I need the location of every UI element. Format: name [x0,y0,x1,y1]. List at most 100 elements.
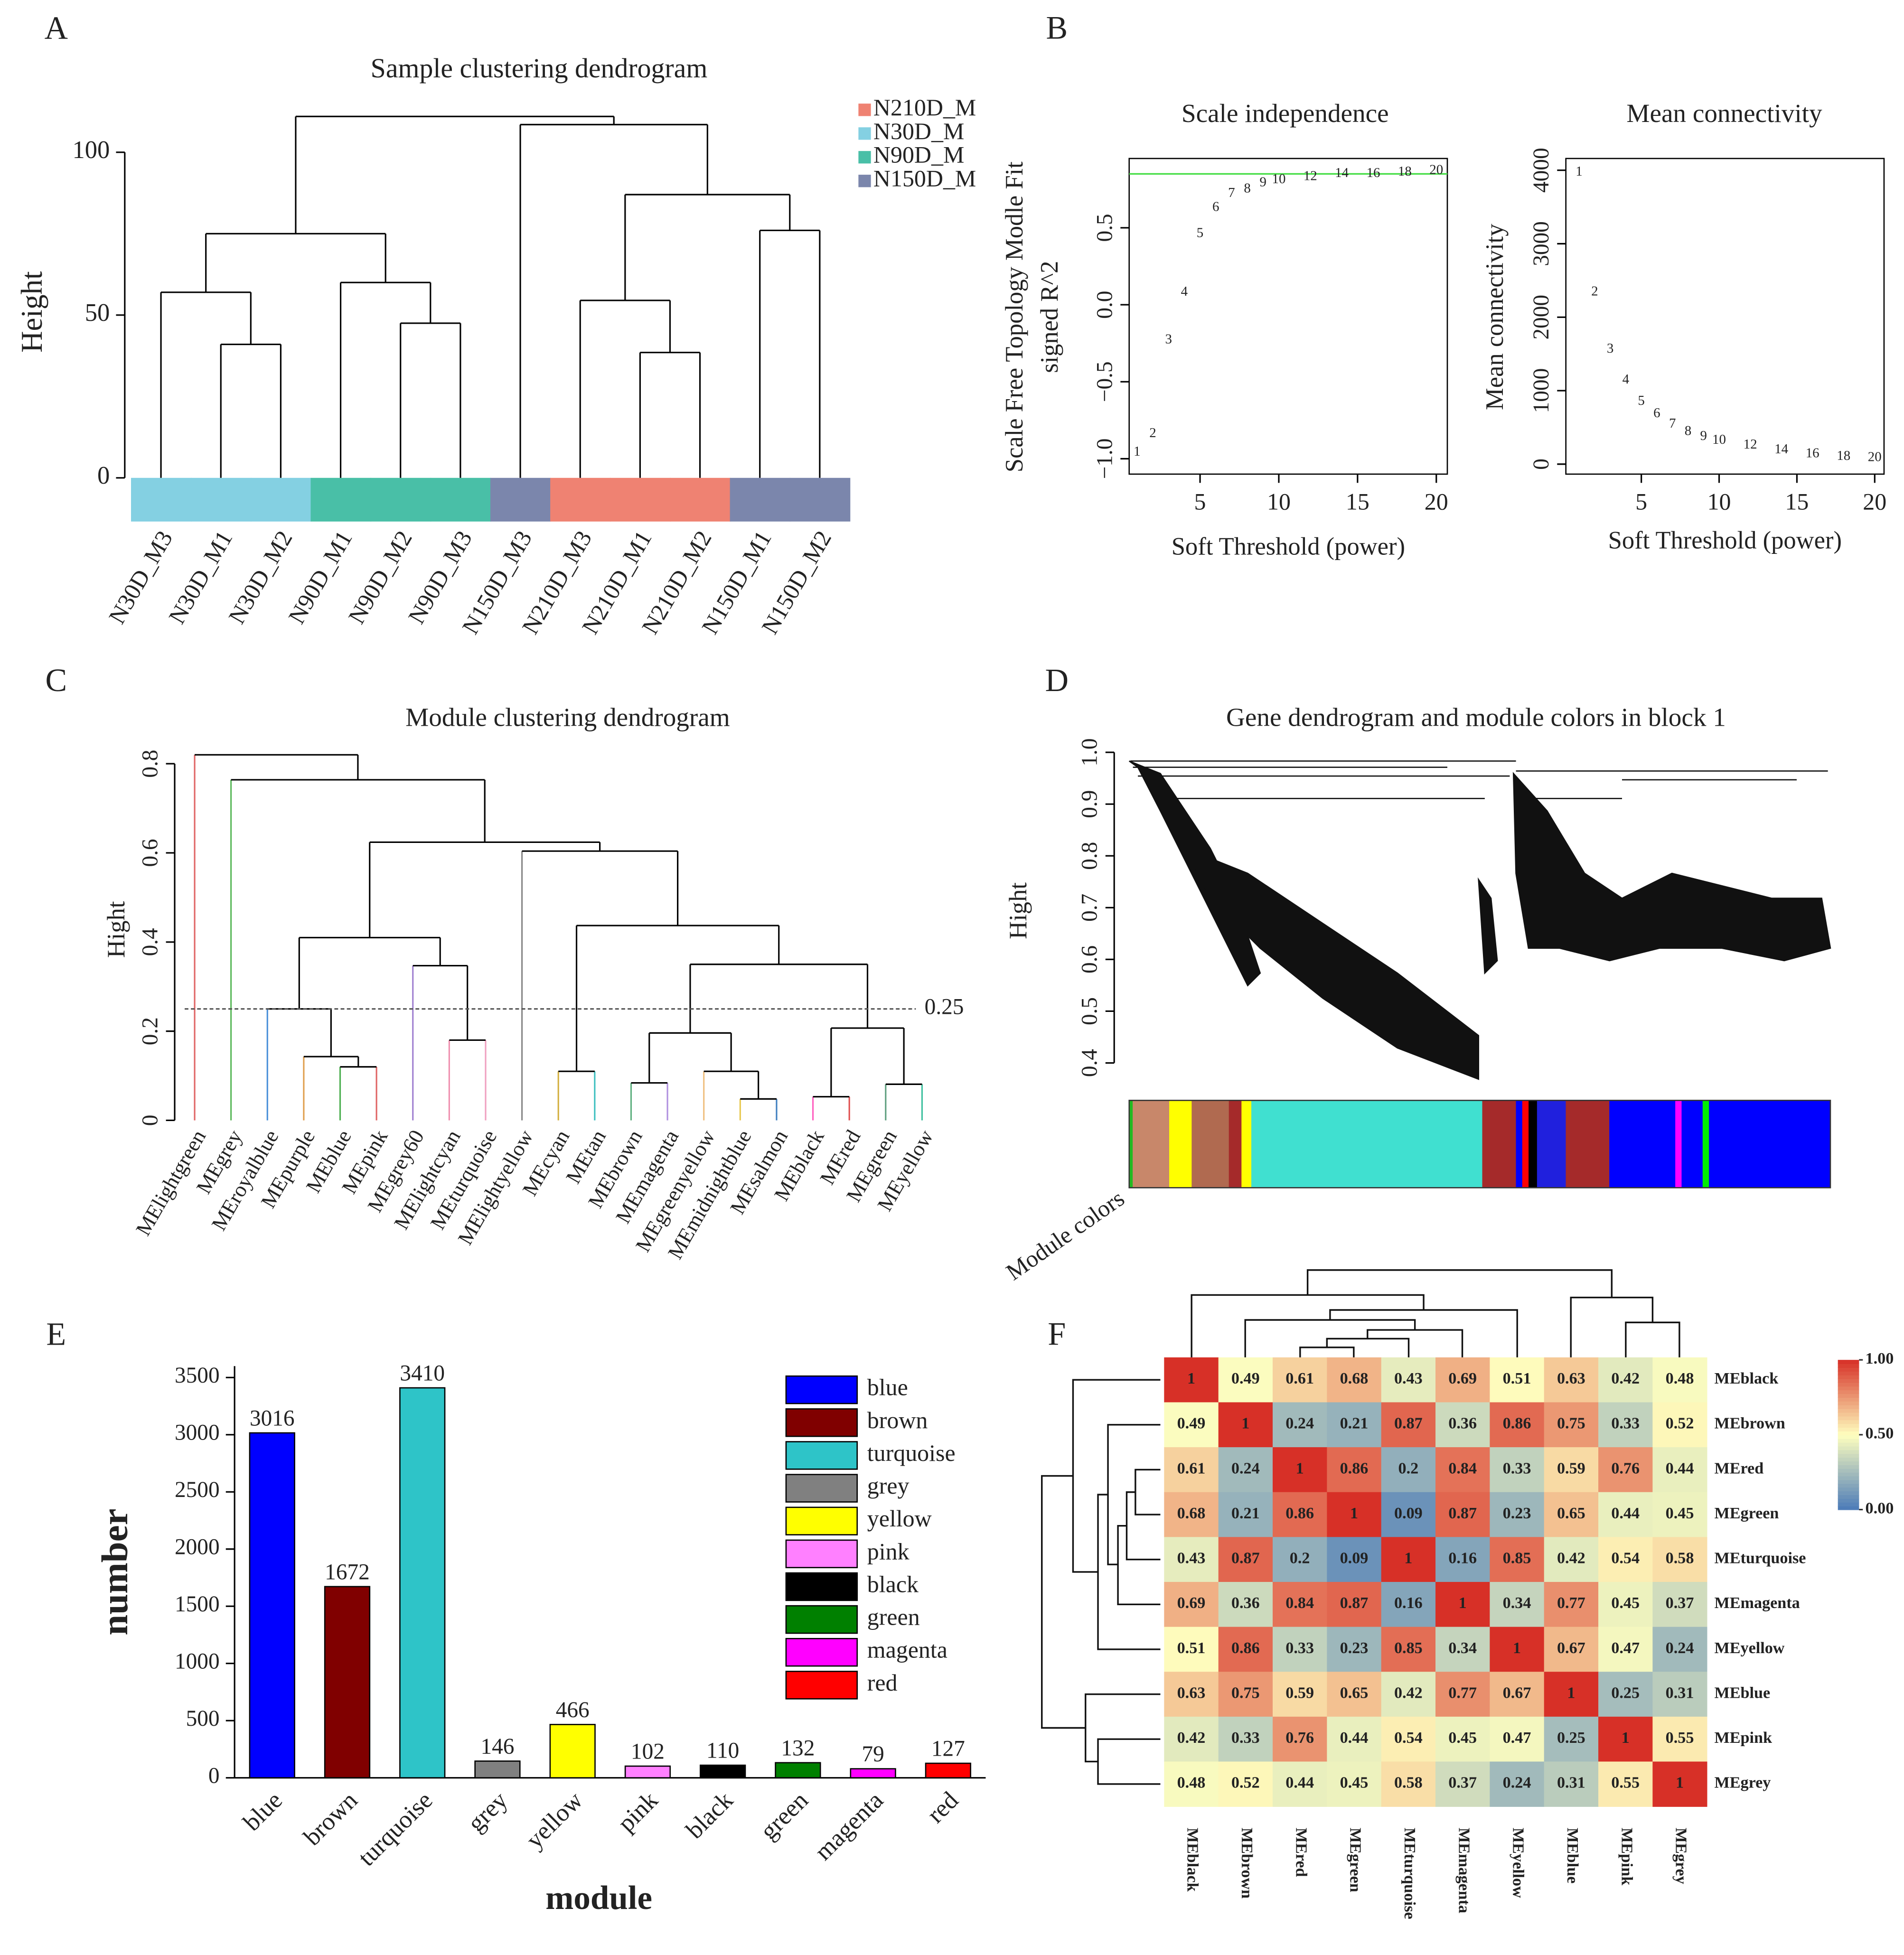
heatmap-cell [1598,1447,1653,1493]
point-label: 20 [1429,162,1443,178]
heatmap-cell [1164,1761,1219,1807]
colorbar-strip [1838,1431,1859,1435]
legend-label: yellow [867,1505,932,1532]
legend-swatch [785,1671,858,1700]
colorbar-strip [1838,1408,1859,1413]
cell-label: 0.37 [1666,1594,1694,1612]
module-color-segment [1566,1100,1610,1188]
x-tick-label: 20 [1425,488,1448,514]
heatmap-cell [1435,1447,1491,1493]
legend-swatch [785,1441,858,1470]
x-tick-label: blue [238,1787,288,1836]
cell-label: 0.77 [1448,1684,1477,1702]
tree-mass [1512,772,1831,962]
heatmap-cell [1381,1581,1436,1628]
point-label: 6 [1212,199,1219,214]
heatmap-cell [1544,1402,1599,1448]
point-label: 18 [1837,448,1850,463]
heatmap-cell [1273,1402,1328,1448]
heatmap-cell [1381,1357,1436,1403]
column-label: MEblack [1184,1828,1201,1892]
cell-label: 0.85 [1394,1639,1423,1657]
heatmap-cell [1598,1716,1653,1762]
x-tick-label: 5 [1635,488,1647,514]
module-color-frame [1128,1100,1831,1188]
x-tick-label: 15 [1346,488,1369,514]
module-color-segment [1516,1100,1523,1188]
heatmap-cell [1164,1492,1219,1538]
gene-dendrogram-decoration [1128,760,1831,1080]
y-tick-label: −0.5 [1092,361,1117,402]
point-label: 10 [1712,432,1726,447]
legend-label: N210D_M [873,94,976,121]
bar [549,1724,596,1778]
group-color-cell [430,477,491,522]
cell-label: 0.55 [1666,1729,1694,1747]
heatmap-cell [1544,1357,1599,1403]
column-label: MEturquoise [1401,1828,1418,1919]
heatmap-cell [1381,1672,1436,1717]
bar [925,1762,971,1778]
cell-label: 0.59 [1557,1459,1585,1477]
point-label: 8 [1685,423,1691,438]
value-label: 102 [631,1740,665,1764]
legend-swatch [785,1605,858,1634]
heatmap-cell [1490,1537,1545,1582]
heatmap-cell [1435,1761,1491,1807]
chart-title: Sample clustering dendrogram [371,53,708,84]
y-tick-label: 0.6 [138,839,163,867]
heatmap-cell [1327,1672,1382,1717]
y-tick-label: 0 [97,462,110,489]
bar [324,1586,371,1778]
cell-label: 0.48 [1666,1370,1694,1387]
cell-label: 0.34 [1503,1594,1531,1612]
panel-letter: F [1048,1316,1066,1352]
row-dendrogram [1041,1379,1161,1785]
chart-title: Module clustering dendrogram [405,702,730,731]
colorbar-strip [1838,1487,1859,1492]
point-label: 5 [1638,393,1644,408]
panel-letter: D [1045,662,1069,698]
module-color-segment [1529,1100,1538,1188]
point-label: 9 [1700,428,1707,443]
heatmap-cell [1164,1716,1219,1762]
colorbar-strip [1838,1434,1859,1439]
cell-label: 0.86 [1231,1639,1260,1657]
heatmap-cell [1435,1581,1491,1628]
colorbar-strip [1838,1416,1859,1421]
cell-label: 0.85 [1503,1550,1531,1567]
panel-letter: B [1046,10,1068,46]
heatmap-cell [1490,1492,1545,1538]
y-tick-label: 0 [208,1764,220,1788]
colorbar-strip [1838,1446,1859,1450]
heatmap-cell [1164,1402,1219,1448]
cell-label: 0.65 [1340,1684,1369,1702]
cell-label: 0.36 [1231,1594,1260,1612]
y-axis-label: Mean connectivity [1481,224,1509,410]
y-axis-label: Hight [1004,882,1032,939]
cell-label: 0.2 [1398,1459,1419,1477]
legend-label: pink [867,1538,910,1564]
heatmap-cell [1652,1357,1707,1403]
x-tick-label: grey [462,1786,514,1837]
legend-label: blue [867,1374,908,1401]
cell-label: 0.34 [1448,1639,1477,1657]
heatmap-cell [1164,1537,1219,1582]
cell-label: 0.86 [1285,1505,1314,1522]
heatmap-cell [1435,1672,1491,1717]
heatmap-cell [1435,1716,1491,1762]
y-tick-label: −1.0 [1092,439,1117,479]
point-label: 18 [1398,164,1412,179]
heatmap-cell [1598,1672,1653,1717]
colorbar-strip [1838,1438,1859,1443]
legend-label: magenta [867,1637,947,1663]
x-tick-label: red [922,1787,964,1828]
value-label: 3410 [400,1361,445,1386]
cell-label: 0.33 [1231,1729,1260,1747]
heatmap-cell [1273,1357,1328,1403]
cell-label: 0.61 [1177,1459,1206,1477]
point-label: 14 [1774,441,1788,457]
cell-label: 0.86 [1503,1415,1531,1432]
module-color-segment [1129,1100,1133,1188]
y-tick-label: 0.4 [1078,1049,1102,1077]
